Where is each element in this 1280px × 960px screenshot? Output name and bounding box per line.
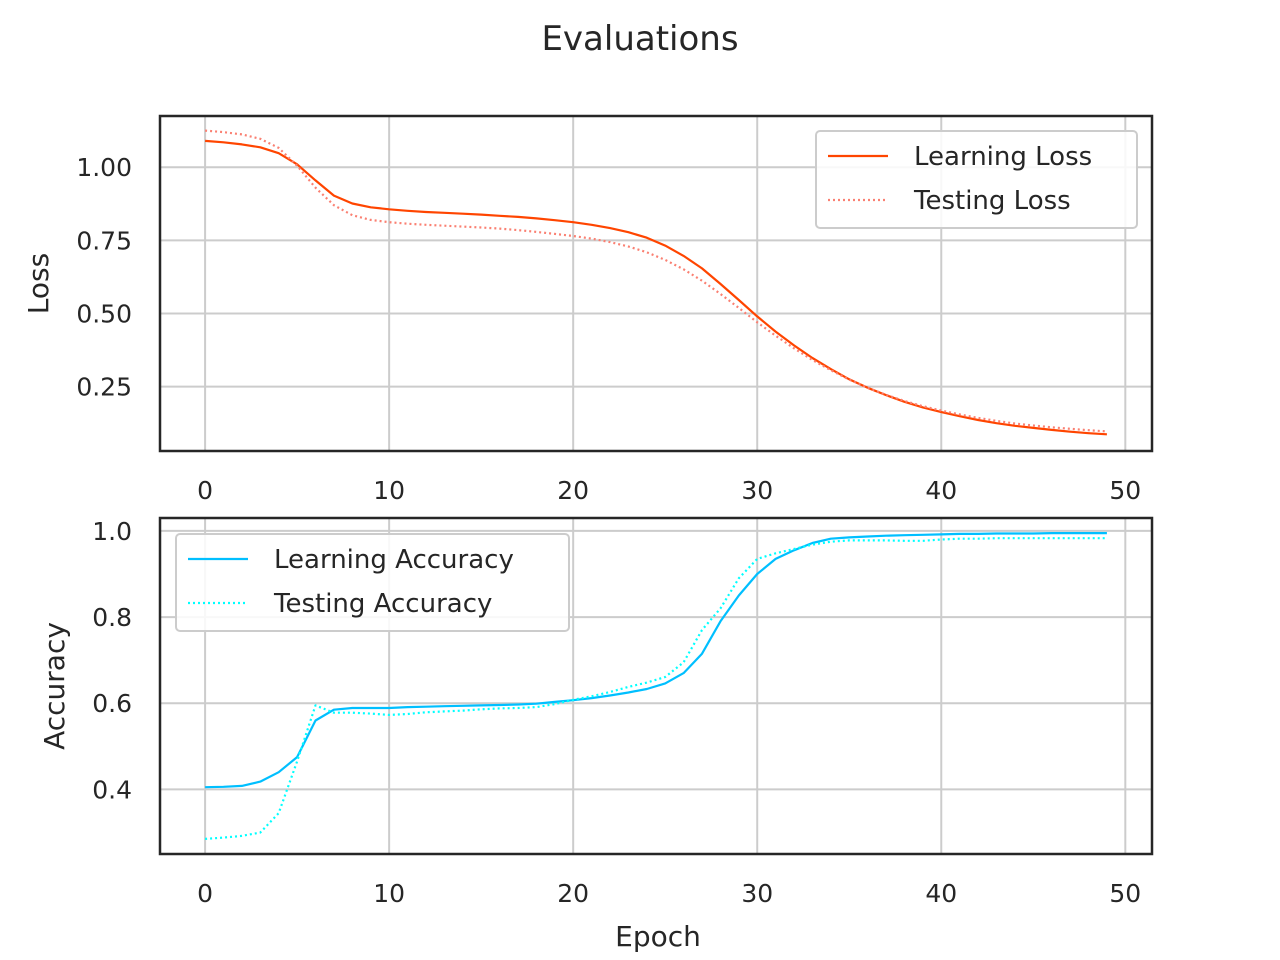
testing-accuracy-line: [205, 537, 1107, 840]
accuracy-y-tick-label: 0.4: [92, 775, 132, 804]
accuracy-series: [205, 531, 1107, 840]
accuracy-x-tick-label: 30: [741, 879, 773, 908]
testing-loss-line: [205, 129, 1107, 433]
accuracy-x-tick-label: 10: [373, 879, 405, 908]
loss-legend: Learning Loss Testing Loss: [815, 130, 1138, 229]
accuracy-y-tick-label: 1.0: [92, 517, 132, 546]
learning-loss-legend-label: Learning Loss: [914, 142, 1092, 172]
loss-y-axis-label: Loss: [22, 253, 55, 314]
loss-panel: 0 10 20 30 40 50 0.25 0.50 0.75 1.00 Loss Learnin…: [22, 114, 1154, 505]
testing-accuracy-legend-label: Testing Accuracy: [273, 589, 492, 619]
accuracy-tick-labels: 0 10 20 30 40 50 0.4 0.6 0.8 1.0: [92, 517, 1141, 908]
loss-axes-frame: [158, 114, 1154, 453]
accuracy-x-tick-label: 50: [1109, 879, 1141, 908]
loss-series: [205, 129, 1107, 436]
accuracy-axes-frame: [158, 516, 1154, 856]
accuracy-x-axis-label: Epoch: [615, 920, 701, 953]
loss-y-tick-label: 0.75: [76, 226, 132, 255]
accuracy-y-tick-label: 0.6: [92, 689, 132, 718]
loss-y-tick-label: 0.50: [76, 299, 132, 328]
loss-tick-labels: 0 10 20 30 40 50 0.25 0.50 0.75 1.00: [76, 153, 1141, 505]
loss-legend-box: [815, 130, 1138, 229]
loss-y-tick-label: 0.25: [76, 373, 132, 402]
accuracy-x-tick-label: 0: [197, 879, 213, 908]
figure-title: Evaluations: [541, 19, 738, 59]
accuracy-x-tick-label: 40: [925, 879, 957, 908]
accuracy-legend-box: [175, 533, 570, 632]
testing-loss-legend-label: Testing Loss: [913, 186, 1071, 216]
learning-accuracy-legend-label: Learning Accuracy: [274, 545, 514, 575]
loss-x-tick-label: 0: [197, 476, 213, 505]
loss-x-tick-label: 10: [373, 476, 405, 505]
loss-y-tick-label: 1.00: [76, 153, 132, 182]
accuracy-y-tick-label: 0.8: [92, 603, 132, 632]
accuracy-x-tick-label: 20: [557, 879, 589, 908]
accuracy-legend: Learning Accuracy Testing Accuracy: [175, 533, 570, 632]
loss-x-tick-label: 20: [557, 476, 589, 505]
accuracy-y-axis-label: Accuracy: [38, 622, 71, 750]
accuracy-panel: 0 10 20 30 40 50 0.4 0.6 0.8 1.0 Accuracy Epoch L…: [38, 516, 1154, 953]
loss-x-tick-label: 40: [925, 476, 957, 505]
learning-loss-line: [205, 139, 1107, 436]
loss-x-tick-label: 30: [741, 476, 773, 505]
learning-accuracy-line: [205, 531, 1107, 789]
loss-x-tick-label: 50: [1109, 476, 1141, 505]
